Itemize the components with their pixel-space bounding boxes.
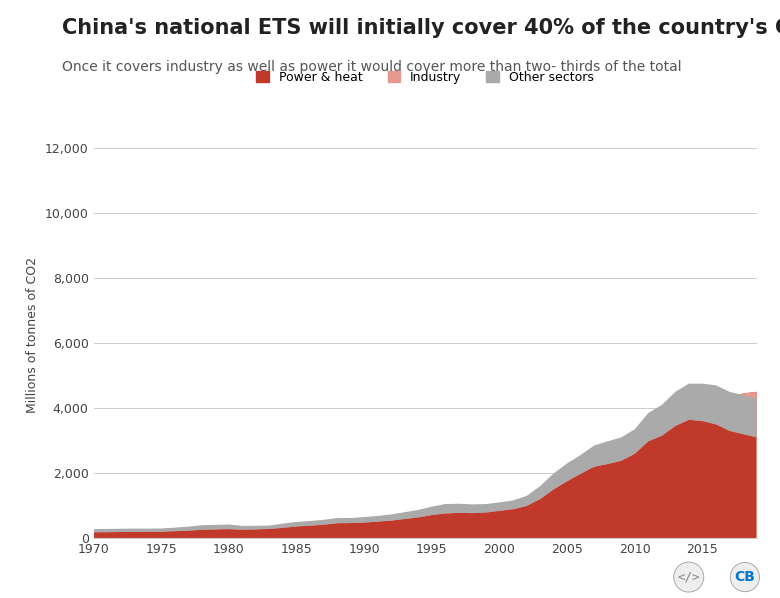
Text: Once it covers industry as well as power it would cover more than two- thirds of: Once it covers industry as well as power… <box>62 60 682 74</box>
Y-axis label: Millions of tonnes of CO2: Millions of tonnes of CO2 <box>27 257 39 413</box>
Text: CB: CB <box>735 570 755 584</box>
Legend: Power & heat, Industry, Other sectors: Power & heat, Industry, Other sectors <box>250 65 600 90</box>
Text: </>: </> <box>678 570 700 584</box>
Text: China's national ETS will initially cover 40% of the country's CO2 emissions: China's national ETS will initially cove… <box>62 18 780 38</box>
